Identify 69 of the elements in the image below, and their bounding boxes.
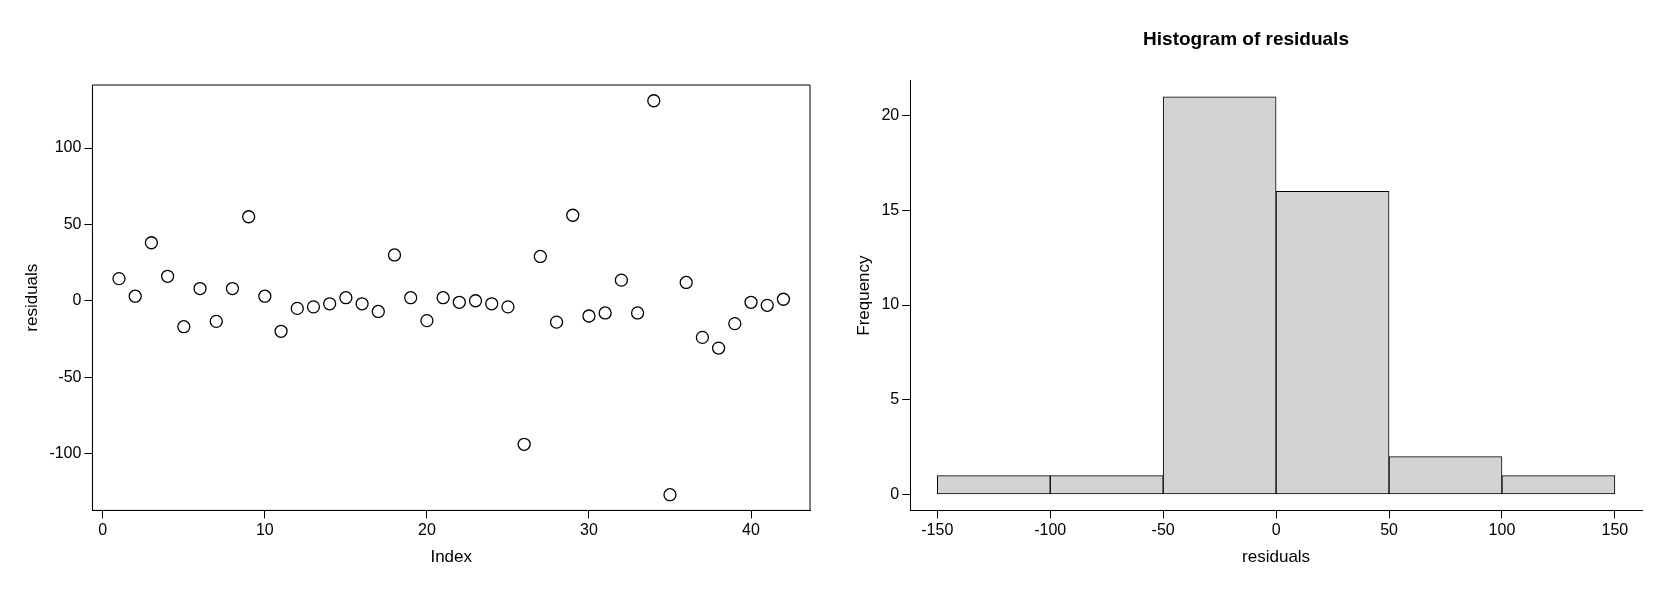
y-tick-label: 50 xyxy=(63,214,82,232)
point xyxy=(663,488,677,502)
point xyxy=(160,269,175,283)
point xyxy=(209,314,223,329)
point xyxy=(144,236,159,250)
x-axis-title: Index xyxy=(430,547,473,567)
point xyxy=(711,341,726,355)
x-tick-label: -150 xyxy=(921,521,954,539)
y-tick-label: 100 xyxy=(54,138,82,156)
x-tick-label: 100 xyxy=(1488,521,1516,539)
point xyxy=(112,271,126,286)
x-tick-label: 50 xyxy=(1380,521,1399,539)
y-tick-label: 10 xyxy=(881,295,900,313)
point xyxy=(387,248,402,262)
x-tick-label: 150 xyxy=(1601,521,1629,539)
y-axis-title: Frequency xyxy=(853,254,873,336)
point xyxy=(323,297,337,311)
point xyxy=(339,291,353,305)
x-tick-label: 0 xyxy=(98,521,108,539)
x-tick-label: 10 xyxy=(255,521,274,539)
point xyxy=(290,301,304,316)
y-tick-label: 5 xyxy=(890,390,900,408)
y-tick-label: -100 xyxy=(49,443,82,461)
point xyxy=(420,313,434,328)
point xyxy=(728,317,742,331)
point xyxy=(225,281,240,296)
y-tick-label: 20 xyxy=(881,106,900,124)
y-tick-label: -50 xyxy=(58,367,82,385)
x-tick-label: 30 xyxy=(580,521,598,539)
y-tick-label: 0 xyxy=(890,484,900,502)
point xyxy=(679,275,693,290)
point xyxy=(436,291,450,305)
point xyxy=(452,295,466,309)
point xyxy=(776,292,791,306)
point xyxy=(614,273,629,287)
point xyxy=(128,289,142,303)
point xyxy=(404,291,418,305)
point xyxy=(598,306,612,320)
x-axis-title: residuals xyxy=(1242,547,1311,567)
point xyxy=(630,306,645,320)
point xyxy=(549,315,564,329)
point xyxy=(177,320,191,334)
x-tick-label: 40 xyxy=(742,521,761,539)
x-tick-label: -50 xyxy=(1151,521,1175,539)
point xyxy=(582,309,596,323)
y-tick-label: 0 xyxy=(72,291,82,309)
point xyxy=(274,324,288,338)
point xyxy=(760,298,774,312)
point xyxy=(485,297,499,311)
point xyxy=(371,304,385,319)
point xyxy=(241,210,256,224)
x-tick-label: 0 xyxy=(1271,521,1281,539)
x-tick-label: -100 xyxy=(1034,521,1067,539)
point xyxy=(193,281,207,296)
point xyxy=(501,300,515,314)
point xyxy=(355,297,369,311)
point xyxy=(647,94,661,108)
point xyxy=(306,300,321,314)
chart-title: Histogram of residuals xyxy=(1143,27,1349,49)
point xyxy=(258,289,272,303)
point xyxy=(744,295,758,309)
point xyxy=(468,294,483,308)
point xyxy=(533,249,547,264)
point xyxy=(566,208,580,222)
y-tick-label: 15 xyxy=(881,200,900,218)
point xyxy=(695,330,710,345)
x-tick-label: 20 xyxy=(418,521,436,539)
y-axis-title: residuals xyxy=(21,263,41,332)
point xyxy=(517,437,531,451)
